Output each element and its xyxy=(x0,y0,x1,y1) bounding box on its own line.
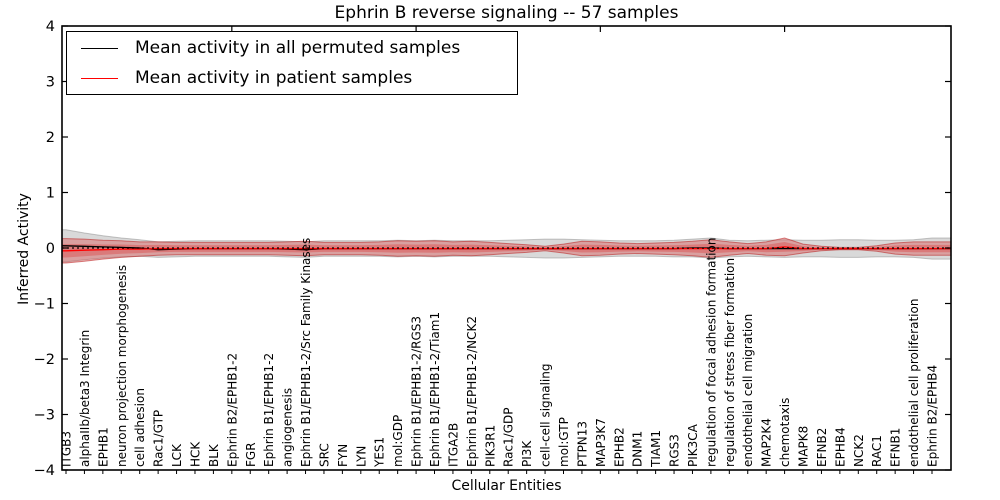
category-label: BLK xyxy=(207,443,221,467)
legend-label-patient: Mean activity in patient samples xyxy=(135,68,413,88)
category-label: LYN xyxy=(354,446,368,467)
category-label: Ephrin B1/EPHB1-2/RGS3 xyxy=(410,316,424,467)
category-label: SRC xyxy=(318,443,332,467)
y-tick-label: 2 xyxy=(46,130,55,146)
category-label: Rac1/GDP xyxy=(502,408,516,467)
category-label: Rac1/GTP xyxy=(152,410,166,467)
y-tick-label: −1 xyxy=(34,297,55,313)
category-label: angiogenesis xyxy=(281,388,295,467)
y-tick-label: −4 xyxy=(34,463,55,479)
category-label: Ephrin B1/EPHB1-2/NCK2 xyxy=(465,316,479,467)
y-tick-label: 0 xyxy=(46,241,55,257)
legend-item-patient: Mean activity in patient samples xyxy=(67,64,517,92)
y-tick-label: −3 xyxy=(34,408,55,424)
category-label: alphaIIb/beta3 Integrin xyxy=(78,330,92,467)
category-label: RGS3 xyxy=(668,434,682,467)
legend-line-permuted-icon xyxy=(81,47,118,49)
category-label: cell adhesion xyxy=(133,388,147,467)
category-label: Ephrin B2/EPHB4 xyxy=(926,365,940,467)
category-label: MAPK8 xyxy=(797,426,811,467)
category-label: FYN xyxy=(336,444,350,467)
y-tick-label: 4 xyxy=(46,19,55,35)
category-label: chemotaxis xyxy=(778,398,792,467)
category-label: ITGB3 xyxy=(60,431,74,467)
category-label: DNM1 xyxy=(631,431,645,467)
category-label: FGR xyxy=(244,442,258,467)
category-label: endothelial cell migration xyxy=(741,314,755,467)
y-tick-label: −2 xyxy=(34,352,55,368)
category-label: LCK xyxy=(170,443,184,467)
chart-title: Ephrin B reverse signaling -- 57 samples xyxy=(334,3,679,23)
category-label: PTPN13 xyxy=(575,421,589,467)
category-label: Ephrin B1/EPHB1-2 xyxy=(262,353,276,467)
category-label: cell-cell signaling xyxy=(539,364,553,468)
category-label: Ephrin B2/EPHB1-2 xyxy=(225,353,239,467)
category-label: EPHB2 xyxy=(612,427,626,467)
category-label: TIAM1 xyxy=(649,430,663,468)
category-label: RAC1 xyxy=(870,435,884,467)
category-label: NCK2 xyxy=(852,434,866,467)
category-label: PI3K xyxy=(520,440,534,467)
category-label: PIK3CA xyxy=(686,423,700,467)
category-label: endothelial cell proliferation xyxy=(907,299,921,467)
patient-mean-line xyxy=(62,246,951,252)
category-label: EFNB1 xyxy=(889,428,903,467)
category-label: mol:GTP xyxy=(557,417,571,467)
category-label: MAP2K4 xyxy=(760,418,774,467)
category-label: PIK3R1 xyxy=(483,425,497,467)
category-label: mol:GDP xyxy=(391,415,405,467)
category-label: MAP3K7 xyxy=(594,418,608,467)
y-tick-label: 3 xyxy=(46,75,55,91)
category-label: ITGA2B xyxy=(446,423,460,467)
category-label: neuron projection morphogenesis xyxy=(115,265,129,467)
category-label: Ephrin B1/EPHB1-2/Src Family Kinases xyxy=(299,238,313,467)
legend-label-permuted: Mean activity in all permuted samples xyxy=(135,38,461,58)
category-label: EPHB4 xyxy=(833,427,847,467)
legend: Mean activity in all permuted samples Me… xyxy=(66,31,518,95)
category-label: EFNB2 xyxy=(815,428,829,467)
legend-line-patient-icon xyxy=(81,77,118,79)
category-label: regulation of focal adhesion formation xyxy=(704,238,718,467)
patient-std-band-inner xyxy=(62,242,951,258)
x-axis-label: Cellular Entities xyxy=(451,478,562,494)
category-label: YES1 xyxy=(373,437,387,468)
category-label: Ephrin B1/EPHB1-2/Tiam1 xyxy=(428,312,442,467)
category-label: HCK xyxy=(189,441,203,467)
y-tick-label: 1 xyxy=(46,186,55,202)
category-label: EPHB1 xyxy=(96,427,110,467)
legend-item-permuted: Mean activity in all permuted samples xyxy=(67,34,517,62)
category-label: regulation of stress fiber formation xyxy=(723,258,737,467)
